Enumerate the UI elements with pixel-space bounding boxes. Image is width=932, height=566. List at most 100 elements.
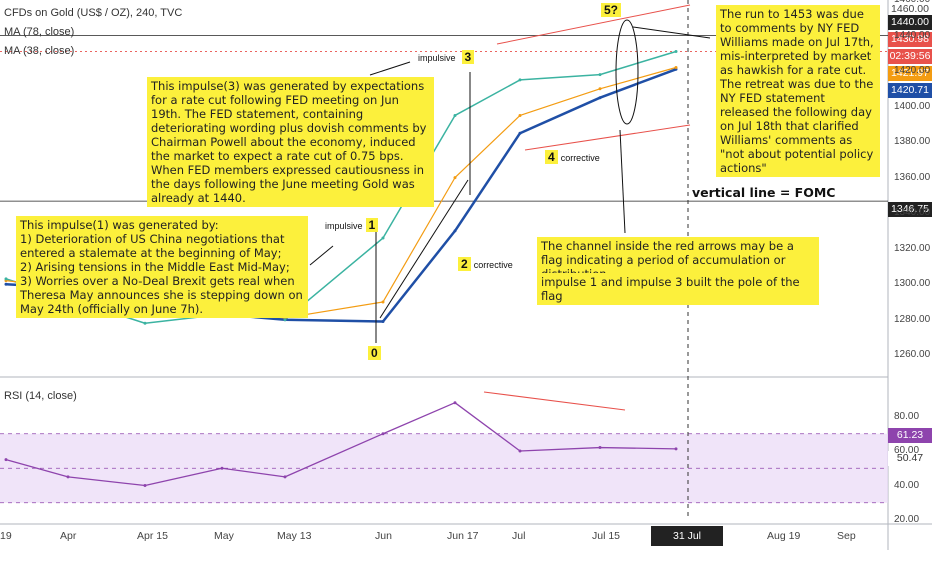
rsi-point bbox=[220, 466, 224, 470]
price-tick: 1280.00 bbox=[894, 313, 931, 325]
rsi-legend[interactable]: RSI (14, close) bbox=[4, 390, 77, 402]
wave-4-number: 4 bbox=[545, 150, 558, 164]
wave-0: 0 bbox=[368, 346, 381, 360]
rsi-line bbox=[5, 402, 677, 487]
price-point bbox=[518, 78, 522, 82]
spike-ellipse bbox=[615, 19, 639, 125]
price-tick: 1400.00 bbox=[894, 100, 931, 112]
rsi-point bbox=[143, 484, 147, 487]
price-point bbox=[381, 236, 385, 240]
time-tick: May bbox=[214, 530, 234, 542]
rsi-point bbox=[66, 475, 70, 479]
rsi-point bbox=[674, 447, 678, 451]
time-tick: Jul 15 bbox=[592, 530, 621, 542]
wave-1: impulsive 1 bbox=[322, 218, 379, 232]
price-point bbox=[453, 113, 457, 117]
price-point bbox=[453, 176, 457, 180]
rsi-tick: 40.00 bbox=[894, 479, 920, 491]
flag-bottom-line bbox=[524, 124, 691, 151]
time-tick: Apr bbox=[60, 530, 77, 542]
time-tick: Jul bbox=[512, 530, 526, 542]
price-tag: 61.23 bbox=[888, 428, 932, 443]
run-pointer bbox=[632, 26, 711, 39]
wave-2-label: corrective bbox=[473, 260, 513, 270]
price-point bbox=[283, 318, 287, 322]
rsi-tick: 60.00 bbox=[894, 445, 920, 456]
price-point bbox=[453, 229, 457, 233]
price-tick: 1340.00 bbox=[894, 207, 931, 219]
wave-5: 5? bbox=[601, 3, 622, 17]
current-date-tag: 31 Jul '19 20:00 bbox=[651, 526, 723, 562]
time-tick: Jun bbox=[375, 530, 392, 542]
rsi-point bbox=[4, 458, 8, 462]
time-tick: Aug 19 bbox=[767, 530, 801, 542]
rsi-point bbox=[453, 401, 457, 405]
price-tag: 50.47 bbox=[888, 451, 932, 466]
rsi-divergence-line bbox=[483, 391, 626, 411]
wave-3: impulsive 3 bbox=[415, 50, 475, 64]
price-tag: 1460.00 bbox=[891, 3, 929, 15]
price-tick: 1380.00 bbox=[894, 136, 931, 148]
rsi-point bbox=[598, 446, 602, 450]
wave-2-number: 2 bbox=[458, 257, 471, 271]
ma78-legend[interactable]: MA (78, close) bbox=[4, 26, 75, 38]
price-point bbox=[518, 113, 522, 117]
price-tag: 1420.71 bbox=[888, 83, 932, 98]
price-tick: 1420.00 bbox=[894, 65, 931, 77]
pole-note: impulse 1 and impulse 3 built the pole o… bbox=[537, 273, 819, 305]
price-point bbox=[4, 282, 8, 286]
price-point bbox=[518, 131, 522, 135]
rsi-point bbox=[381, 432, 385, 436]
price-tick: 1300.00 bbox=[894, 278, 931, 290]
flag-top-line bbox=[496, 4, 691, 45]
price-point bbox=[143, 321, 147, 325]
price-point bbox=[598, 96, 602, 100]
note1-pointer bbox=[309, 245, 334, 266]
time-tick: 19 bbox=[0, 530, 12, 542]
price-tag: 02:39:56 bbox=[888, 49, 932, 64]
ma38-legend[interactable]: MA (38, close) bbox=[4, 45, 75, 57]
wave-3-label: impulsive bbox=[418, 53, 456, 63]
wave-3-number: 3 bbox=[461, 50, 475, 64]
price-point bbox=[381, 319, 385, 323]
price-tag: 1421.97 bbox=[888, 66, 932, 81]
rsi-point bbox=[518, 449, 522, 453]
price-tag: 1346.75 bbox=[888, 202, 932, 217]
price-tick: 1460.00 bbox=[894, 0, 930, 5]
run-note: The run to 1453 was due to comments by N… bbox=[716, 5, 880, 177]
price-point bbox=[598, 73, 602, 77]
rsi-tick: 20.00 bbox=[894, 514, 920, 525]
wave-2: 2 corrective bbox=[458, 257, 513, 271]
price-point bbox=[598, 87, 602, 91]
price-point bbox=[674, 65, 678, 69]
price-tick: 1260.00 bbox=[894, 349, 931, 361]
price-tag: 1430.98 bbox=[888, 32, 932, 47]
rsi-tick: 80.00 bbox=[894, 410, 920, 422]
time-tick: Apr 15 bbox=[137, 530, 168, 542]
fomc-label: vertical line = FOMC bbox=[692, 185, 836, 200]
price-point bbox=[674, 50, 678, 54]
price-tick: 1320.00 bbox=[894, 242, 931, 254]
trend-line bbox=[379, 179, 469, 319]
channel-pointer bbox=[619, 129, 626, 234]
wave-5-number: 5? bbox=[601, 3, 622, 17]
time-tick: Jun 17 bbox=[447, 530, 479, 542]
time-tick: May 13 bbox=[277, 530, 312, 542]
impulse1-note: This impulse(1) was generated by: 1) Det… bbox=[16, 216, 308, 318]
wave-4-label: corrective bbox=[560, 153, 600, 163]
current-time: 20:00 bbox=[683, 550, 710, 562]
wave-4: 4 corrective bbox=[545, 150, 600, 164]
wave-0-number: 0 bbox=[368, 346, 381, 360]
note3-pointer bbox=[369, 61, 411, 76]
price-tick: 1440.00 bbox=[894, 29, 931, 41]
time-tick: Sep bbox=[837, 530, 856, 542]
price-point bbox=[4, 277, 8, 281]
impulse3-note: This impulse(3) was generated by expecta… bbox=[147, 77, 434, 207]
price-point bbox=[381, 300, 385, 304]
rsi-point bbox=[283, 475, 287, 479]
chart-title: CFDs on Gold (US$ / OZ), 240, TVC bbox=[4, 7, 183, 19]
price-tag: 1440.00 bbox=[888, 15, 932, 30]
wave-1-label: impulsive bbox=[325, 221, 363, 231]
wave-1-number: 1 bbox=[365, 218, 379, 232]
price-tick: 1360.00 bbox=[894, 171, 931, 183]
